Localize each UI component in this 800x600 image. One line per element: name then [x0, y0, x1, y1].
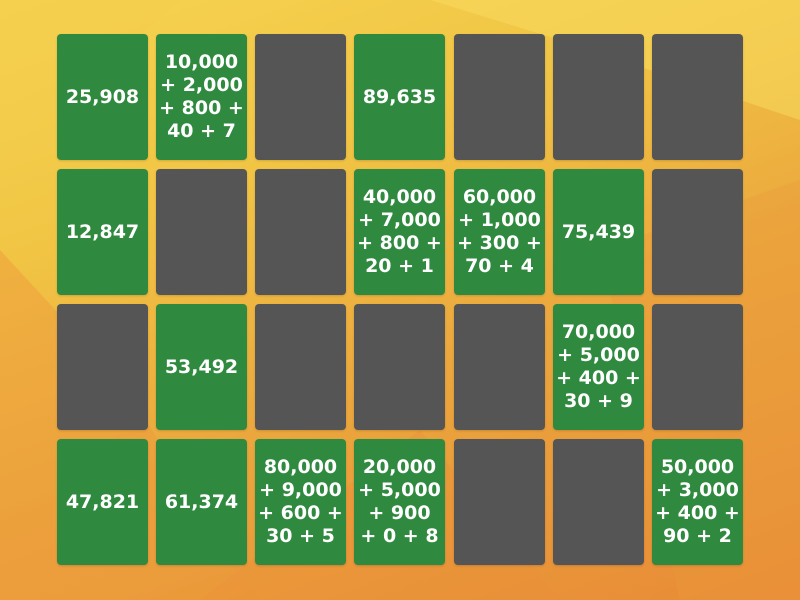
- card-text: 25,908: [65, 85, 140, 108]
- card-face-up[interactable]: 10,000 + 2,000 + 800 + 40 + 7: [156, 34, 247, 160]
- card-face-down[interactable]: [652, 169, 743, 295]
- card-face-up[interactable]: 47,821: [57, 439, 148, 565]
- card-text: 47,821: [65, 490, 140, 513]
- card-face-down[interactable]: [354, 304, 445, 430]
- card-face-down[interactable]: [454, 304, 545, 430]
- card-text: 80,000 + 9,000 + 600 + 30 + 5: [258, 456, 343, 547]
- card-text: 70,000 + 5,000 + 400 + 30 + 9: [556, 321, 641, 412]
- card-text: 50,000 + 3,000 + 400 + 90 + 2: [655, 456, 740, 547]
- card-text: 60,000 + 1,000 + 300 + 70 + 4: [457, 186, 542, 277]
- card-text: 61,374: [164, 490, 239, 513]
- card-face-down[interactable]: [553, 439, 644, 565]
- card-face-down[interactable]: [255, 169, 346, 295]
- card-face-up[interactable]: 70,000 + 5,000 + 400 + 30 + 9: [553, 304, 644, 430]
- card-face-up[interactable]: 50,000 + 3,000 + 400 + 90 + 2: [652, 439, 743, 565]
- card-text: 40,000 + 7,000 + 800 + 20 + 1: [357, 186, 442, 277]
- card-text: 53,492: [164, 355, 239, 378]
- card-face-up[interactable]: 60,000 + 1,000 + 300 + 70 + 4: [454, 169, 545, 295]
- card-face-up[interactable]: 75,439: [553, 169, 644, 295]
- card-text: 89,635: [362, 85, 437, 108]
- card-face-down[interactable]: [255, 34, 346, 160]
- card-text: 75,439: [561, 220, 636, 243]
- card-text: 10,000 + 2,000 + 800 + 40 + 7: [159, 51, 244, 142]
- card-face-up[interactable]: 12,847: [57, 169, 148, 295]
- card-face-up[interactable]: 20,000 + 5,000 + 900 + 0 + 8: [354, 439, 445, 565]
- card-face-down[interactable]: [652, 34, 743, 160]
- card-face-up[interactable]: 89,635: [354, 34, 445, 160]
- card-face-down[interactable]: [454, 439, 545, 565]
- card-face-up[interactable]: 25,908: [57, 34, 148, 160]
- card-text: 20,000 + 5,000 + 900 + 0 + 8: [358, 456, 441, 547]
- card-face-down[interactable]: [156, 169, 247, 295]
- card-text: 12,847: [65, 220, 140, 243]
- card-face-down[interactable]: [553, 34, 644, 160]
- card-face-down[interactable]: [255, 304, 346, 430]
- card-face-up[interactable]: 40,000 + 7,000 + 800 + 20 + 1: [354, 169, 445, 295]
- card-face-down[interactable]: [652, 304, 743, 430]
- card-face-up[interactable]: 53,492: [156, 304, 247, 430]
- card-face-down[interactable]: [454, 34, 545, 160]
- card-face-down[interactable]: [57, 304, 148, 430]
- card-face-up[interactable]: 80,000 + 9,000 + 600 + 30 + 5: [255, 439, 346, 565]
- card-face-up[interactable]: 61,374: [156, 439, 247, 565]
